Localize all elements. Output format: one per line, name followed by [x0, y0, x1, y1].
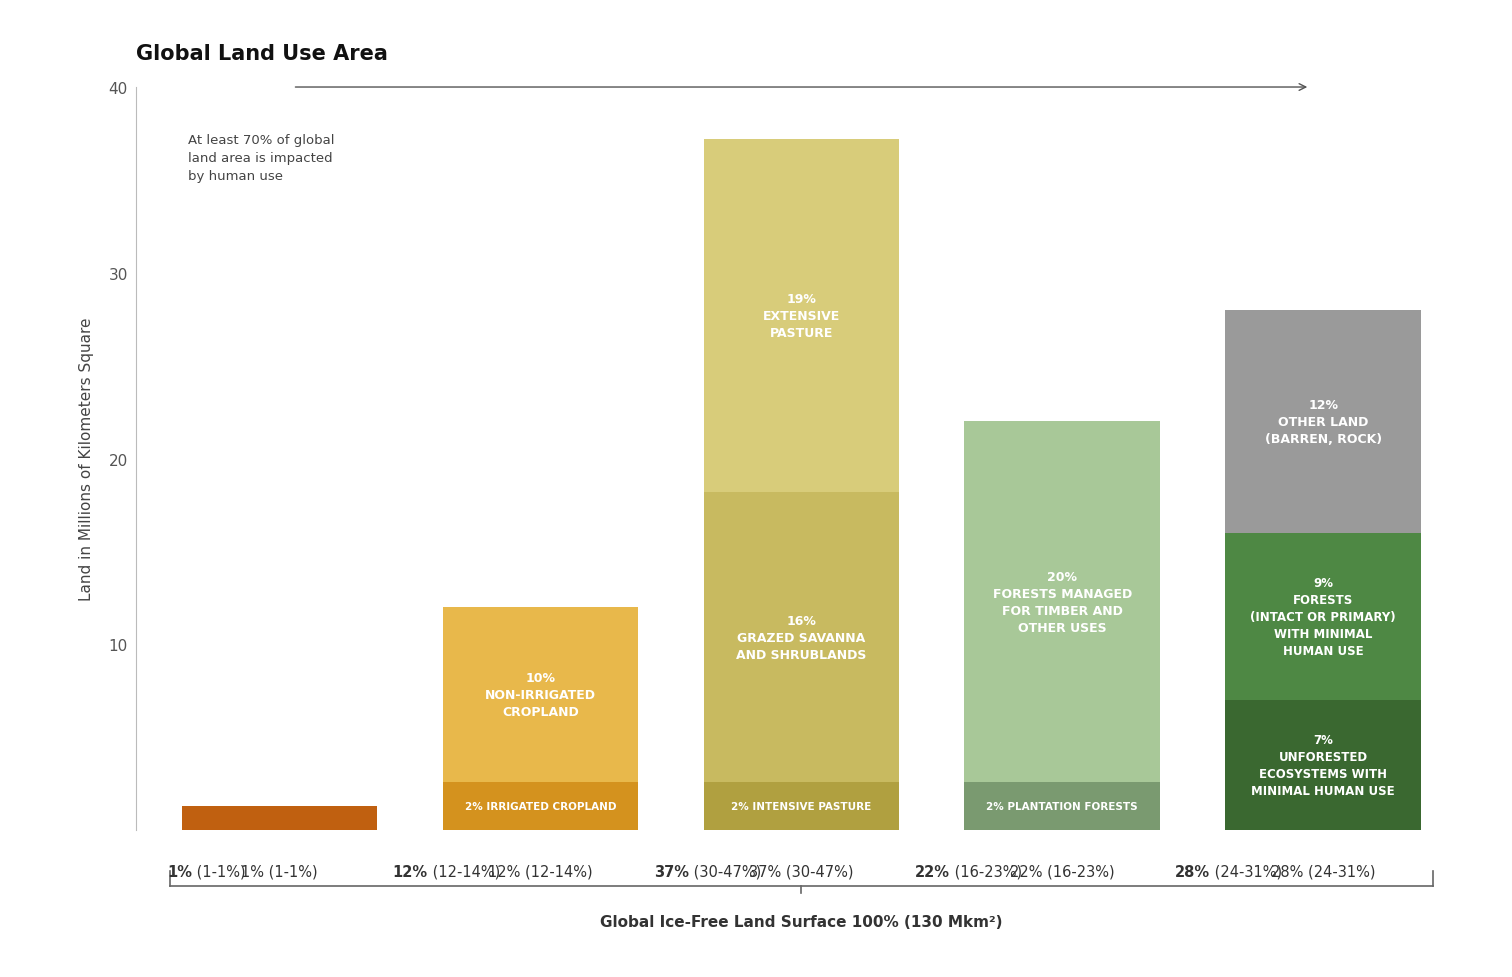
Text: 37% (30-47%): 37% (30-47%): [748, 864, 854, 879]
Bar: [703, 783, 900, 830]
Y-axis label: Land in Millions of Kilometers Square: Land in Millions of Kilometers Square: [80, 318, 94, 601]
Bar: [703, 492, 900, 783]
Text: (24-31%): (24-31%): [1211, 864, 1282, 879]
Text: 9%
FORESTS
(INTACT OR PRIMARY)
WITH MINIMAL
HUMAN USE: 9% FORESTS (INTACT OR PRIMARY) WITH MINI…: [1250, 576, 1396, 658]
Text: 28%: 28%: [1175, 864, 1211, 879]
Text: 16%
GRAZED SAVANNA
AND SHRUBLANDS: 16% GRAZED SAVANNA AND SHRUBLANDS: [736, 614, 866, 660]
Text: Global Land Use Area: Global Land Use Area: [136, 44, 389, 64]
Text: 2% IRRIGATED CROPLAND: 2% IRRIGATED CROPLAND: [464, 801, 617, 811]
Text: 28% (24-31%): 28% (24-31%): [1272, 864, 1376, 879]
Bar: [181, 806, 378, 830]
Text: 22% (16-23%): 22% (16-23%): [1010, 864, 1114, 879]
Text: (1-1%): (1-1%): [192, 864, 245, 879]
Bar: [965, 783, 1160, 830]
Text: (16-23%): (16-23%): [950, 864, 1022, 879]
Text: At least 70% of global
land area is impacted
by human use: At least 70% of global land area is impa…: [189, 134, 334, 184]
Text: 1% (1-1%): 1% (1-1%): [242, 864, 318, 879]
Text: 20%
FORESTS MANAGED
FOR TIMBER AND
OTHER USES: 20% FORESTS MANAGED FOR TIMBER AND OTHER…: [993, 571, 1132, 634]
Text: 10%
NON-IRRIGATED
CROPLAND: 10% NON-IRRIGATED CROPLAND: [485, 671, 596, 718]
Text: 1%: 1%: [166, 864, 192, 879]
Bar: [1225, 701, 1421, 830]
Bar: [443, 608, 638, 783]
Text: 22%: 22%: [915, 864, 950, 879]
Bar: [1225, 533, 1421, 701]
Text: (30-47%): (30-47%): [688, 864, 761, 879]
Text: 2% INTENSIVE PASTURE: 2% INTENSIVE PASTURE: [732, 801, 871, 811]
Text: 37%: 37%: [653, 864, 688, 879]
Bar: [965, 422, 1160, 783]
Text: 12%
OTHER LAND
(BARREN, ROCK): 12% OTHER LAND (BARREN, ROCK): [1264, 399, 1382, 446]
Text: (12-14%): (12-14%): [428, 864, 500, 879]
Bar: [1225, 311, 1421, 533]
Bar: [703, 140, 900, 492]
Text: 12%: 12%: [393, 864, 428, 879]
Text: 12% (12-14%): 12% (12-14%): [488, 864, 593, 879]
Bar: [443, 783, 638, 830]
Text: 19%
EXTENSIVE
PASTURE: 19% EXTENSIVE PASTURE: [762, 293, 841, 340]
Text: 7%
UNFORESTED
ECOSYSTEMS WITH
MINIMAL HUMAN USE: 7% UNFORESTED ECOSYSTEMS WITH MINIMAL HU…: [1252, 734, 1396, 797]
Text: 2% PLANTATION FORESTS: 2% PLANTATION FORESTS: [986, 801, 1139, 811]
Text: Global Ice-Free Land Surface 100% (130 Mkm²): Global Ice-Free Land Surface 100% (130 M…: [600, 914, 1002, 929]
